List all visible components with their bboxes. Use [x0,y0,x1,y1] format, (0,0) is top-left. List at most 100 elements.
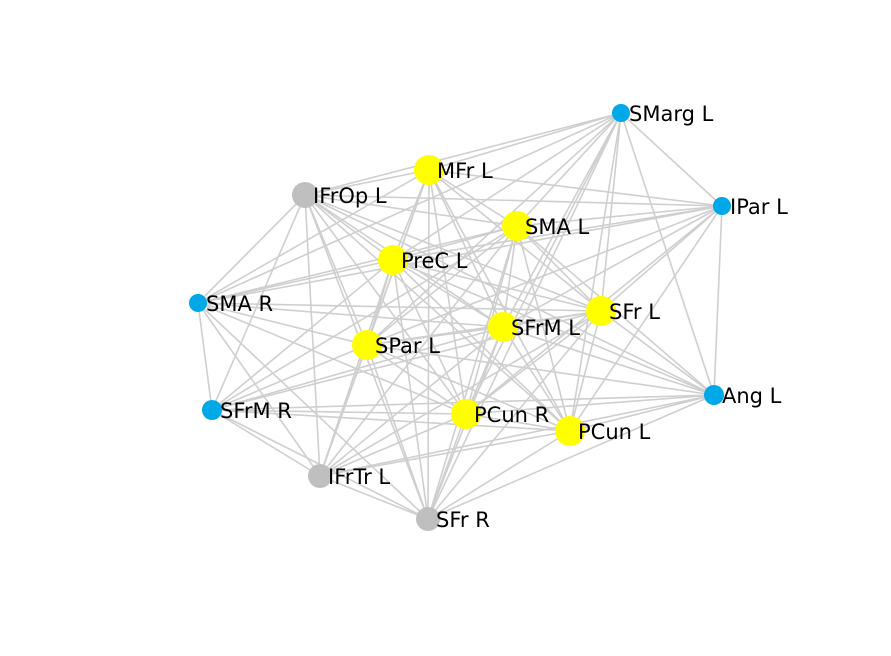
node-prec-l [378,245,408,275]
node-smarg-l [612,104,630,122]
node-label-sfr-r: SFr R [436,508,490,532]
edge-ipar-l-sma-l [516,205,723,227]
edge-layer [197,112,723,520]
edge-sfr-l-sfr-r [427,310,602,520]
edge-ifrop-l-sfrm-r [211,194,306,411]
label-layer: SMarg L MFr L IFrOp L IPar L SMA L PreC L SMA … [206,102,788,532]
node-label-ifrop-l: IFrOp L [313,184,387,208]
node-sma-r [189,294,207,312]
node-label-sfrm-l: SFrM L [511,316,580,340]
node-layer [189,104,731,531]
edge-spar-l-ang-l [366,344,715,396]
edge-pcun-r-ifrtr-l [319,413,467,477]
edge-smarg-l-sfr-l [600,112,622,312]
edge-prec-l-sfr-l [392,259,602,312]
node-label-ang-l: Ang L [722,384,782,408]
edge-spar-l-ifrtr-l [319,344,368,477]
edge-sma-l-sfr-r [427,225,518,520]
edge-prec-l-sfrm-l [392,259,504,328]
edge-sfrm-l-spar-l [366,326,504,346]
edge-sfr-l-ifrtr-l [319,310,602,477]
node-label-sfr-l: SFr L [609,300,660,324]
edge-ang-l-pcun-r [465,394,715,415]
node-ang-l [704,385,724,405]
edge-spar-l-sfrm-r [211,344,368,411]
edge-mfr-l-sma-r [197,169,430,304]
node-sma-l [502,211,532,241]
node-label-smarg-l: SMarg L [629,102,714,126]
edge-smarg-l-pcun-l [569,112,622,432]
edge-mfr-l-ifrop-l [304,169,430,196]
edge-ifrop-l-ipar-l [304,194,723,207]
edge-ifrop-l-pcun-l [304,194,571,432]
edge-smarg-l-spar-l [366,112,622,346]
edge-smarg-l-sma-r [197,112,622,304]
edge-ipar-l-spar-l [366,205,723,346]
edge-prec-l-ang-l [392,259,715,396]
edge-sma-r-pcun-r [197,302,467,415]
edge-sma-r-sfr-l [197,302,602,312]
edge-sfrm-l-ifrtr-l [319,326,504,477]
edge-sfr-l-sfrm-r [211,310,602,411]
node-pcun-r [451,399,481,429]
edge-ipar-l-prec-l [392,205,723,261]
edge-pcun-r-sfr-r [427,413,467,520]
edge-prec-l-sma-r [197,259,394,304]
edge-ifrop-l-ang-l [304,194,715,396]
edge-mfr-l-pcun-r [428,169,467,415]
edge-ifrop-l-sma-r [197,194,306,304]
edge-mfr-l-ipar-l [428,169,723,207]
edge-prec-l-sfr-r [392,259,429,520]
edge-spar-l-sfr-r [366,344,429,520]
edge-smarg-l-prec-l [392,112,622,261]
edge-sfrm-r-pcun-r [211,409,467,415]
edge-pcun-l-ifrtr-l [319,430,571,477]
node-label-pcun-l: PCun L [578,420,651,444]
node-ifrop-l [292,182,318,208]
node-label-sma-l: SMA L [525,215,589,239]
node-label-sma-r: SMA R [206,292,273,316]
edge-ipar-l-ang-l [713,205,723,396]
edge-ipar-l-sfr-l [600,205,723,312]
edge-mfr-l-pcun-l [428,169,571,432]
edge-sma-r-sfrm-l [197,302,504,328]
edge-sma-l-spar-l [366,225,518,346]
node-sfr-r [416,507,440,531]
edge-sma-l-sfrm-r [211,225,518,411]
node-sfr-l [586,296,616,326]
edge-ang-l-ifrtr-l [319,394,715,477]
node-label-mfr-l: MFr L [437,159,493,183]
edge-ifrop-l-prec-l [304,194,394,261]
edge-ifrop-l-ifrtr-l [304,194,321,477]
edge-sfr-l-ang-l [600,310,715,396]
node-label-pcun-r: PCun R [474,403,549,427]
edge-sma-l-sfr-l [516,225,602,312]
edge-sma-r-sfrm-r [197,302,213,411]
node-sfrm-r [202,400,222,420]
edge-prec-l-sfrm-r [211,259,394,411]
edge-smarg-l-mfr-l [428,112,622,171]
node-spar-l [352,330,382,360]
node-mfr-l [414,155,444,185]
node-sfrm-l [488,312,518,342]
edge-sfr-l-pcun-l [569,310,602,432]
node-ipar-l [713,197,731,215]
edge-ang-l-pcun-l [569,394,715,432]
edge-ifrop-l-sfr-l [304,194,602,312]
node-label-ifrtr-l: IFrTr L [328,465,390,489]
edge-pcun-r-pcun-l [465,413,571,432]
edge-spar-l-pcun-l [366,344,571,432]
edge-smarg-l-ifrop-l [304,112,622,196]
edge-sma-l-sfrm-l [502,225,518,328]
edge-smarg-l-sma-l [516,112,622,227]
edge-smarg-l-ipar-l [620,112,723,207]
node-ifrtr-l [308,464,332,488]
edge-ipar-l-pcun-l [569,205,723,432]
edge-sfrm-l-ang-l [502,326,715,396]
edge-ifrtr-l-sfr-r [319,475,429,520]
edge-sfrm-r-pcun-l [211,409,571,432]
edge-sfrm-l-pcun-l [502,326,571,432]
node-pcun-l [555,416,585,446]
edge-ifrop-l-sma-l [304,194,518,227]
